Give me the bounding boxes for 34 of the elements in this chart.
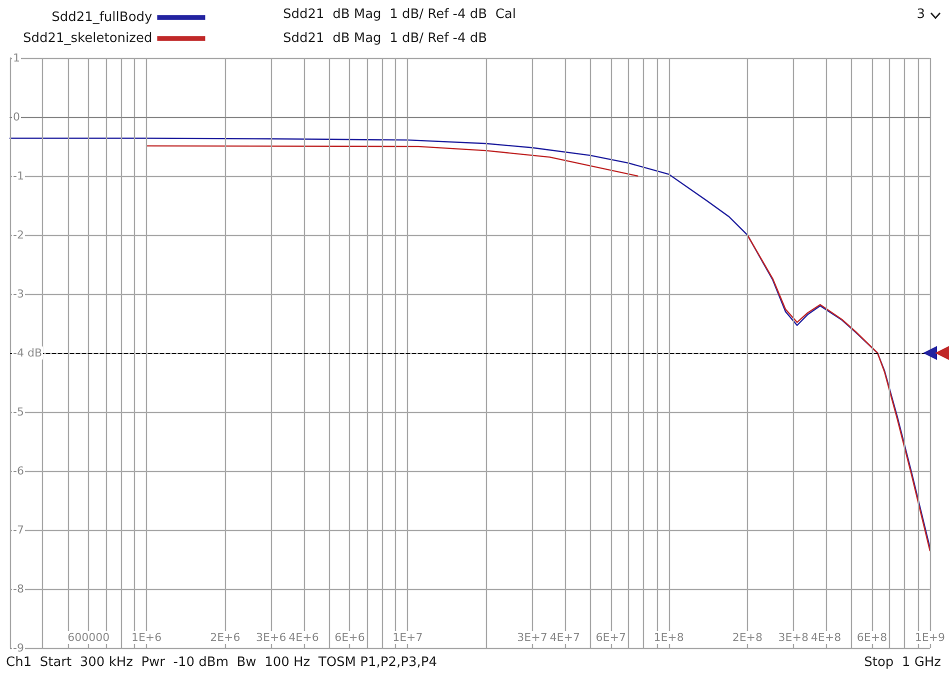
x-tick-label: 600000	[68, 631, 110, 644]
legend-label: Sdd21_skeletonized	[22, 31, 152, 46]
x-tick-label: 6E+7	[596, 631, 626, 644]
y-tick-label: -9	[13, 642, 24, 654]
text: 3	[916, 7, 925, 22]
y-tick-label: -3	[13, 288, 24, 300]
y-tick-label: -5	[13, 406, 24, 418]
y-tick-label: -1	[13, 170, 24, 182]
text: Ch1 Start 300 kHz Pwr -10 dBm Bw 100 Hz TOSM P1,P2,P3,P4	[6, 655, 437, 670]
x-tick-label: 6E+6	[334, 631, 365, 644]
y-tick-label: -8	[13, 582, 24, 596]
y-tick-label: -2	[13, 228, 24, 242]
legend-label: Sdd21_fullBody	[52, 10, 153, 25]
text: Sdd21 dB Mag 1 dB/ Ref -4 dB	[283, 31, 488, 46]
y-tick-label: -7	[13, 524, 24, 536]
x-tick-label: 3E+7	[517, 631, 548, 644]
x-tick-label: 4E+6	[288, 631, 319, 644]
x-tick-label: 2E+6	[210, 631, 240, 644]
x-tick-label: 6E+8	[856, 631, 888, 644]
y-tick-label: 1	[13, 52, 20, 64]
text: Stop 1 GHz	[864, 655, 941, 670]
x-tick-label: 1E+6	[131, 631, 162, 644]
x-tick-label: 2E+8	[732, 631, 762, 644]
text: Sdd21 dB Mag 1 dB/ Ref -4 dB Cal	[283, 7, 516, 22]
y-tick-label: -6	[13, 464, 24, 478]
x-tick-label: 1E+8	[654, 631, 684, 644]
y-tick-label: 0	[13, 110, 20, 124]
x-tick-label: 3E+6	[256, 631, 286, 644]
x-tick-label: 3E+8	[778, 631, 808, 644]
y-tick-label: -4 dB	[13, 346, 42, 360]
x-tick-label: 1E+7	[392, 631, 423, 644]
x-tick-label: 1E+9	[914, 631, 946, 644]
x-tick-label: 4E+8	[810, 631, 842, 644]
x-tick-label: 4E+7	[550, 631, 580, 644]
